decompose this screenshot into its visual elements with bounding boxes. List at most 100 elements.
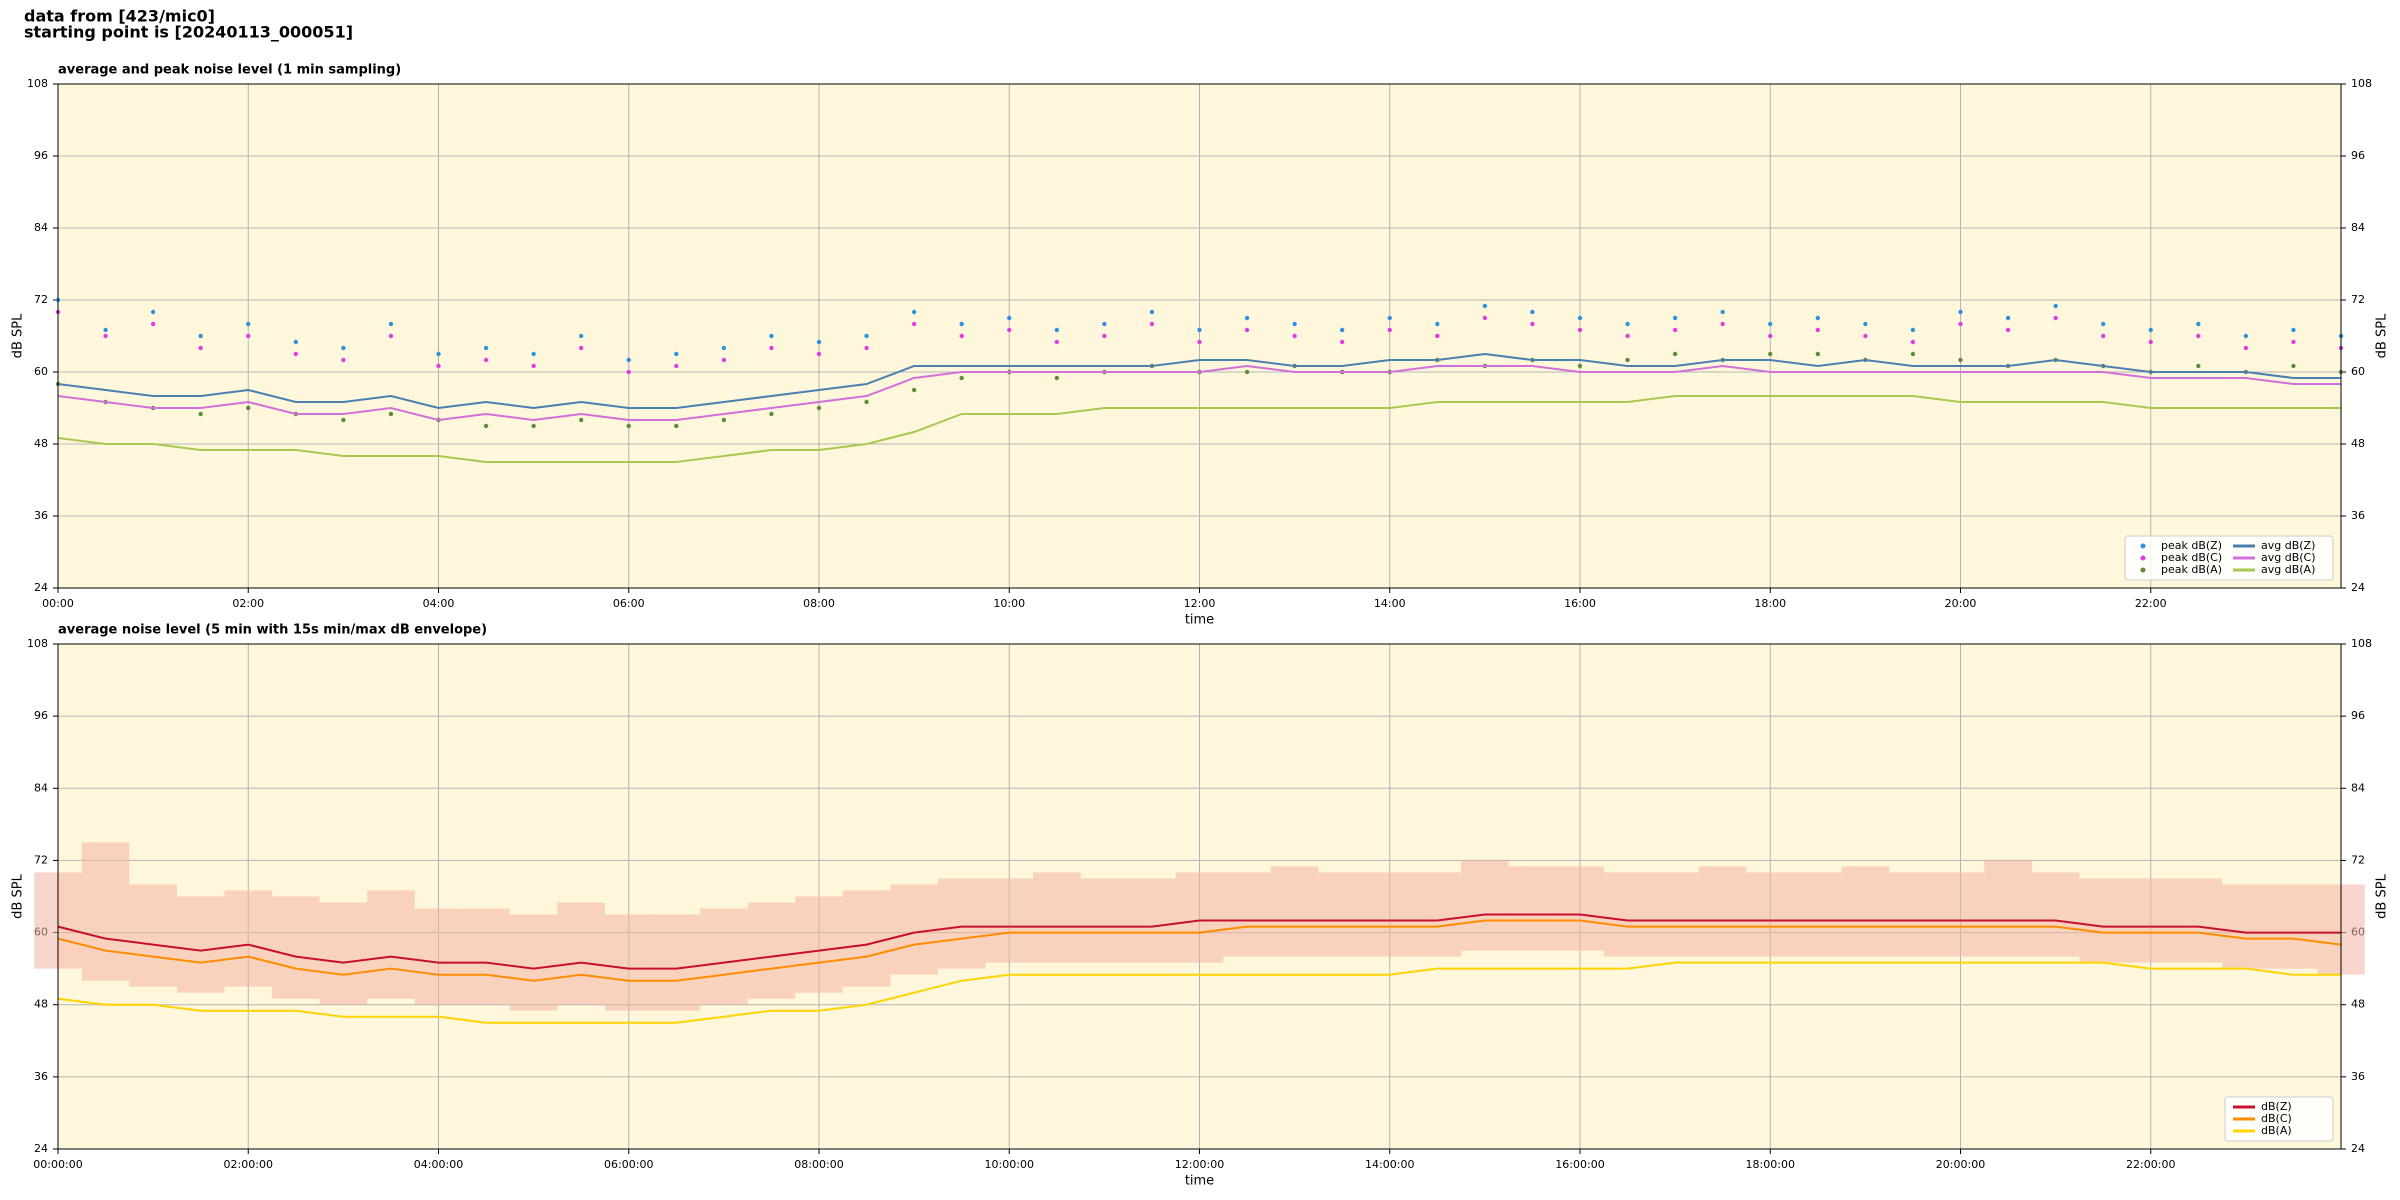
peak-point	[341, 345, 346, 351]
peak-point	[1530, 309, 1535, 315]
x-axis-label: time	[1185, 1174, 1214, 1189]
peak-point	[293, 339, 299, 345]
peak-point	[2243, 345, 2249, 351]
envelope-band	[2031, 872, 2080, 957]
peak-point	[483, 423, 489, 429]
envelope-band	[652, 914, 701, 1011]
peak-point	[1102, 321, 1107, 327]
y-tick-label: 108	[27, 77, 48, 90]
peak-point	[2005, 327, 2011, 333]
envelope-band	[2222, 884, 2270, 969]
legend-label: avg dB(C)	[2261, 551, 2316, 564]
envelope-band	[319, 902, 368, 1005]
y-tick-label: 72	[2351, 853, 2365, 866]
envelope-band	[842, 890, 891, 987]
peak-point	[578, 333, 584, 339]
y-tick-label: 72	[34, 853, 48, 866]
peak-point	[2053, 303, 2058, 309]
envelope-band	[985, 878, 1034, 963]
peak-point	[293, 351, 299, 357]
envelope-band	[2126, 878, 2175, 963]
peak-point	[1815, 327, 1821, 333]
x-tick-label: 08:00	[803, 597, 835, 610]
peak-point	[674, 363, 679, 369]
peak-point	[674, 423, 679, 429]
x-tick-label: 16:00	[1564, 597, 1596, 610]
x-tick-label: 22:00:00	[2126, 1158, 2175, 1171]
peak-point	[1007, 315, 1012, 321]
y-tick-label: 84	[34, 781, 48, 794]
envelope-band	[176, 896, 225, 993]
peak-point	[2291, 339, 2296, 345]
peak-point	[1530, 321, 1535, 327]
plot-frame	[57, 643, 2342, 1150]
y-tick-label: 24	[34, 581, 48, 594]
y-tick-label: 24	[34, 1142, 48, 1155]
y-tick-label: 84	[2351, 781, 2365, 794]
peak-point	[626, 423, 631, 429]
header-line: starting point is [20240113_000051]	[24, 23, 353, 42]
y-tick-label: 84	[34, 221, 48, 234]
envelope-band	[1223, 872, 1271, 957]
peak-point	[578, 345, 584, 351]
legend-label: peak dB(C)	[2161, 551, 2222, 564]
peak-point	[1197, 327, 1202, 333]
plot-frame	[57, 83, 2342, 589]
peak-point	[1958, 357, 1963, 363]
x-tick-label: 00:00:00	[33, 1158, 82, 1171]
x-tick-label: 22:00	[2135, 597, 2167, 610]
peak-point	[1625, 333, 1630, 339]
legend-symbol	[2140, 555, 2146, 561]
peak-point	[816, 351, 822, 357]
x-tick-label: 18:00:00	[1746, 1158, 1795, 1171]
series-line	[57, 961, 2341, 1024]
peak-point	[1910, 351, 1916, 357]
peak-point	[1958, 321, 1963, 327]
y-tick-label: 48	[2351, 437, 2365, 450]
envelope-band	[1936, 872, 1985, 957]
peak-point	[816, 405, 822, 411]
peak-point	[341, 417, 346, 423]
envelope-band	[1175, 872, 1224, 963]
y-tick-label: 36	[2351, 1070, 2365, 1083]
peak-point	[864, 399, 869, 405]
peak-point	[816, 339, 822, 345]
peak-point	[1292, 321, 1297, 327]
legend-symbol	[2140, 567, 2146, 573]
peak-point	[2100, 333, 2106, 339]
x-tick-label: 14:00:00	[1365, 1158, 1414, 1171]
envelope-band	[224, 890, 273, 987]
envelope-band	[509, 914, 558, 1011]
peak-point	[531, 423, 536, 429]
x-tick-label: 20:00	[1945, 597, 1977, 610]
envelope-band	[1603, 872, 1652, 957]
x-axis-label: time	[1185, 613, 1214, 628]
peak-point	[341, 357, 346, 363]
envelope-band	[1461, 860, 1509, 951]
peak-point	[1958, 309, 1963, 315]
peak-point	[246, 333, 251, 339]
envelope-band	[1365, 872, 1414, 957]
peak-point	[1339, 327, 1345, 333]
peak-point	[721, 357, 727, 363]
envelope-band	[795, 896, 843, 993]
y-tick-label: 72	[2351, 293, 2365, 306]
x-tick-label: 02:00	[232, 597, 264, 610]
y-tick-label: 108	[27, 637, 48, 650]
peak-point	[150, 321, 156, 327]
peak-point	[911, 321, 917, 327]
x-tick-label: 20:00:00	[1936, 1158, 1985, 1171]
peak-point	[1672, 327, 1678, 333]
y-tick-label: 96	[34, 709, 48, 722]
envelope-band	[2174, 878, 2223, 963]
envelope-band	[1128, 878, 1176, 963]
x-tick-label: 12:00	[1184, 597, 1216, 610]
peak-point	[1149, 309, 1155, 315]
peak-point	[721, 417, 727, 423]
peak-point	[2100, 321, 2106, 327]
peak-point	[1054, 339, 1060, 345]
peak-point	[531, 363, 536, 369]
peak-point	[1577, 327, 1583, 333]
peak-point	[103, 333, 108, 339]
